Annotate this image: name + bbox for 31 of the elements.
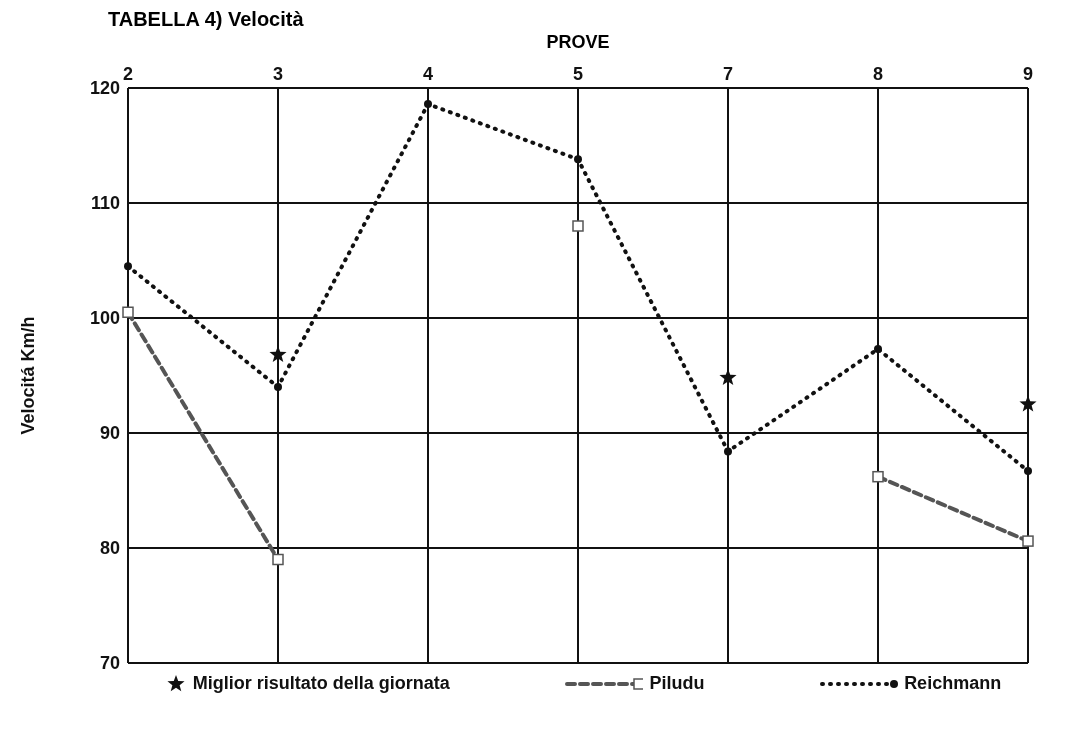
point — [124, 262, 132, 271]
legend-label: Piludu — [649, 673, 705, 694]
point — [872, 470, 884, 483]
point — [874, 345, 882, 354]
point — [424, 100, 432, 109]
x-tick-label: 5 — [572, 64, 584, 84]
y-tick-label: 70 — [99, 653, 120, 674]
legend-label: Miglior risultato della giornata — [192, 673, 450, 694]
point — [574, 155, 582, 164]
y-axis-title: Velocitá Km/h — [18, 316, 39, 435]
point — [1022, 535, 1034, 547]
x-axis-title: PROVE — [545, 32, 611, 53]
point — [572, 220, 584, 232]
point — [724, 447, 732, 456]
x-tick-label: 3 — [272, 64, 284, 84]
y-tick-label: 90 — [99, 423, 120, 444]
x-tick-label: 7 — [722, 64, 734, 84]
point — [1024, 466, 1032, 475]
y-tick-label: 120 — [89, 78, 120, 99]
x-tick-label: 9 — [1022, 64, 1034, 84]
point — [272, 553, 284, 566]
y-tick-label: 110 — [90, 193, 120, 214]
point — [274, 383, 282, 391]
x-tick-label: 8 — [872, 64, 884, 84]
point — [122, 306, 134, 318]
y-tick-label: 100 — [89, 308, 120, 329]
y-tick-label: 80 — [99, 538, 120, 559]
x-tick-label: 4 — [422, 64, 434, 84]
x-tick-label: 2 — [122, 64, 134, 84]
legend-label: Reichmann — [904, 673, 1002, 694]
chart-title: TABELLA 4) Velocità — [108, 8, 305, 32]
